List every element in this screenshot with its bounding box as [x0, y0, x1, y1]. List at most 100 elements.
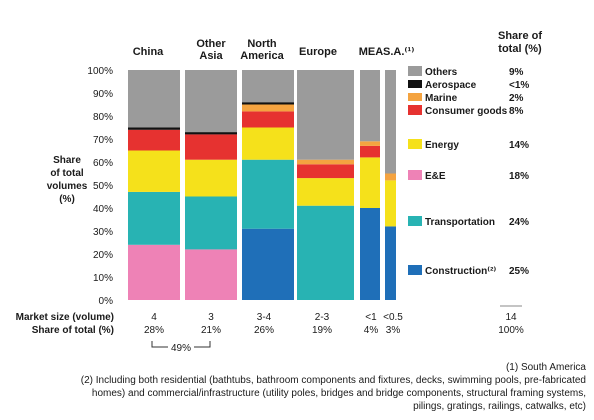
- region-header: S.A.⁽¹⁾: [383, 46, 414, 58]
- legend-swatch: [408, 139, 422, 149]
- share-of-total-header: Share of: [498, 30, 542, 42]
- y-axis-title: (%): [59, 194, 75, 205]
- legend-label: Others: [425, 67, 458, 78]
- region-header: China: [133, 46, 164, 58]
- region-header: MEA: [359, 46, 384, 58]
- market-size-label: Market size (volume): [16, 312, 114, 323]
- bar-segment-transportation: [242, 159, 294, 229]
- share-value: 19%: [312, 325, 332, 336]
- bracket: [151, 341, 211, 348]
- legend-swatch: [408, 93, 422, 101]
- legend-share: 18%: [509, 171, 529, 182]
- legend-label: Aerospace: [425, 80, 477, 91]
- y-tick-label: 90%: [93, 89, 113, 100]
- bar-segment-energy: [242, 127, 294, 160]
- y-axis-title: of total: [50, 168, 84, 179]
- bar-segment-e-e: [128, 244, 180, 300]
- share-value: 28%: [144, 325, 164, 336]
- region-header: America: [240, 50, 284, 62]
- y-tick-label: 70%: [93, 135, 113, 146]
- footnote-2-line-1: (2) Including both residential (bathtubs…: [80, 375, 586, 386]
- y-tick-label: 100%: [87, 66, 113, 77]
- market-size-value: 4: [151, 312, 157, 323]
- legend-swatch: [408, 216, 422, 226]
- legend-label: Transportation: [425, 217, 495, 228]
- legend-share: 14%: [509, 140, 529, 151]
- bar-segment-aerospace: [242, 102, 294, 105]
- bar-segment-transportation: [185, 196, 237, 250]
- market-size-value: 2-3: [315, 312, 330, 323]
- bar-segment-others: [128, 70, 180, 128]
- bar-segment-transportation: [297, 205, 354, 300]
- legend-label: Construction⁽²⁾: [425, 266, 496, 277]
- total-share: 100%: [498, 325, 524, 336]
- share-label: Share of total (%): [32, 325, 114, 336]
- region-header: North: [247, 38, 277, 50]
- region-header: Asia: [199, 50, 223, 62]
- bar-segment-aerospace: [185, 132, 237, 135]
- share-of-total-header: total (%): [498, 43, 542, 55]
- bar-segment-e-e: [185, 249, 237, 300]
- bar-segment-marine: [297, 159, 354, 165]
- bar-segment-energy: [297, 178, 354, 206]
- legend-label: Consumer goods: [425, 106, 508, 117]
- share-value: 3%: [386, 325, 401, 336]
- bar-segment-construction: [385, 226, 396, 300]
- legend-label: E&E: [425, 171, 446, 182]
- y-tick-label: 80%: [93, 112, 113, 123]
- market-size-value: 3-4: [257, 312, 272, 323]
- legend-share: 8%: [509, 106, 524, 117]
- bar-segment-marine: [385, 173, 396, 181]
- legend-share: 25%: [509, 266, 529, 277]
- y-tick-label: 0%: [99, 296, 114, 307]
- legend-swatch: [408, 105, 422, 115]
- legend-swatch: [408, 80, 422, 88]
- market-size-value: <0.5: [383, 312, 403, 323]
- bar-segment-energy: [360, 157, 380, 208]
- bar-segment-consumer-goods: [185, 134, 237, 160]
- footnote-2-line-3: pilings, gratings, railings, catwalks, e…: [413, 401, 586, 412]
- legend-share: 24%: [509, 217, 529, 228]
- bar-segment-others: [242, 70, 294, 103]
- bar-segment-aerospace: [128, 127, 180, 130]
- bracket-label: 49%: [171, 343, 191, 354]
- bar-segment-consumer-goods: [128, 129, 180, 151]
- bar-segment-consumer-goods: [297, 164, 354, 179]
- bar-segment-others: [297, 70, 354, 160]
- region-header: Europe: [299, 46, 337, 58]
- bar-segment-construction: [360, 208, 380, 300]
- y-axis-title: volumes: [47, 181, 88, 192]
- y-tick-label: 60%: [93, 158, 113, 169]
- market-size-value: 3: [208, 312, 214, 323]
- legend-share: 2%: [509, 93, 524, 104]
- legend-label: Energy: [425, 140, 459, 151]
- legend-swatch: [408, 66, 422, 76]
- stacked-bar-chart: 0% 10% 20% 30% 40% 50% 60% 70% 80% 90% 100% Share of…: [16, 30, 543, 354]
- footnote-1: (1) South America: [505, 362, 586, 373]
- share-value: 4%: [364, 325, 379, 336]
- bar-segment-transportation: [128, 191, 180, 245]
- legend-label: Marine: [425, 93, 458, 104]
- footnote-2-line-2: homes) and commercial/infrastructure (ut…: [91, 388, 586, 399]
- y-tick-label: 50%: [93, 181, 113, 192]
- bar-segment-others: [185, 70, 237, 133]
- bar-segment-construction: [242, 228, 294, 300]
- y-axis-title: Share: [53, 155, 81, 166]
- share-value: 26%: [254, 325, 274, 336]
- bar-segment-energy: [128, 150, 180, 192]
- bar-segment-marine: [242, 104, 294, 112]
- y-tick-label: 10%: [93, 273, 113, 284]
- y-tick-label: 20%: [93, 250, 113, 261]
- bar-segment-energy: [385, 180, 396, 227]
- share-value: 21%: [201, 325, 221, 336]
- bar-segment-consumer-goods: [242, 111, 294, 128]
- legend-share: 9%: [509, 67, 524, 78]
- y-tick-label: 40%: [93, 204, 113, 215]
- market-size-value: <1: [365, 312, 377, 323]
- y-tick-label: 30%: [93, 227, 113, 238]
- legend-swatch: [408, 170, 422, 180]
- bar-segment-marine: [360, 141, 380, 146]
- bar-segment-others: [385, 70, 396, 174]
- region-header: Other: [196, 38, 226, 50]
- total-market-size: 14: [505, 312, 517, 323]
